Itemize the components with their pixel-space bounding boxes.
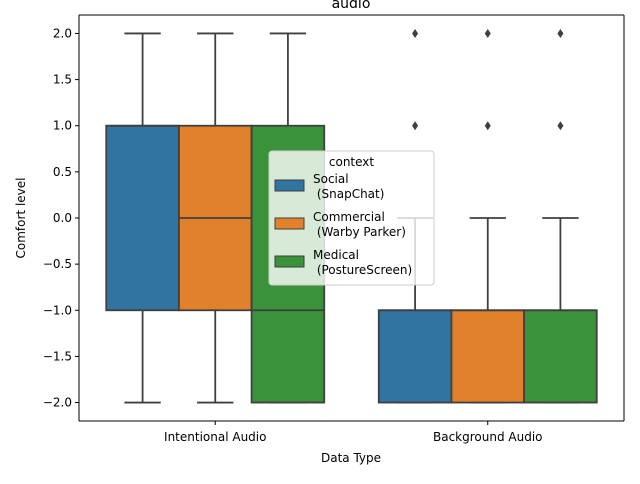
y-tick-label: 1.5 (53, 73, 72, 87)
y-tick-label: 2.0 (53, 26, 72, 40)
box (450, 309, 525, 404)
box-group (523, 28, 598, 404)
box-group (105, 32, 180, 404)
outlier-point (557, 121, 564, 131)
legend-entry-label: Social (SnapChat) (313, 172, 384, 201)
legend-box (268, 150, 435, 286)
legend-title: context (329, 155, 375, 169)
legend-entry-line: Medical (313, 248, 359, 262)
legend: context Social (SnapChat) Commercial (Warb… (268, 150, 435, 286)
box (377, 309, 453, 404)
box (523, 309, 598, 404)
box (105, 124, 180, 312)
y-tick-label: 0.0 (53, 211, 72, 225)
legend-entry-line: Commercial (313, 210, 385, 224)
legend-swatch (274, 255, 305, 268)
x-axis-label: Data Type (321, 451, 381, 465)
legend-entry-label: Commercial (Warby Parker) (313, 210, 406, 239)
box-group (178, 32, 253, 404)
y-axis-label: Comfort level (14, 178, 28, 259)
legend-swatch (274, 217, 305, 230)
legend-entry-label: Medical (PostureScreen) (313, 248, 412, 277)
y-tick-label: 0.5 (53, 165, 72, 179)
box-group (450, 28, 525, 404)
legend-entry-line: (Warby Parker) (313, 225, 406, 239)
legend-entry-line: Social (313, 172, 349, 186)
outlier-point (557, 28, 564, 38)
y-tick-label: 1.0 (53, 119, 72, 133)
legend-swatch (274, 179, 305, 192)
y-tick-label: −2.0 (43, 396, 72, 410)
x-tick-label: Background Audio (433, 430, 543, 444)
outlier-point (484, 121, 491, 131)
legend-entry-line: (PostureScreen) (313, 263, 412, 277)
y-tick-label: −0.5 (43, 257, 72, 271)
outlier-point (412, 28, 419, 38)
axes: −2.0 −1.5 −1.0 −0.5 0.0 0.5 1.0 1.5 2.0 Intention… (43, 14, 625, 444)
outlier-point (484, 28, 491, 38)
y-tick-label: −1.0 (43, 303, 72, 317)
outlier-point (412, 121, 419, 131)
x-tick-label: Intentional Audio (164, 430, 266, 444)
y-tick-label: −1.5 (43, 349, 72, 363)
legend-entry-line: (SnapChat) (313, 187, 384, 201)
chart-title: audio (332, 0, 371, 12)
